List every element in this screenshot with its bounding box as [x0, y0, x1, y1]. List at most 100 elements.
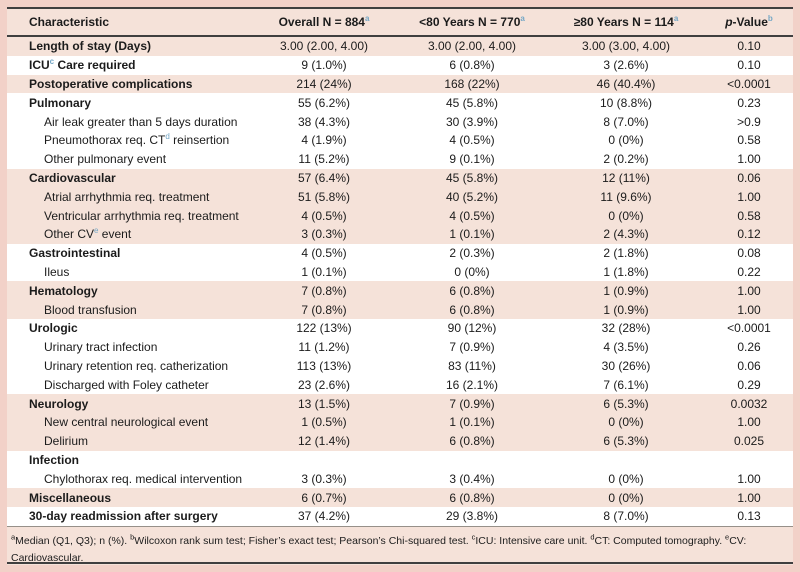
value-cell: 1.00	[737, 283, 761, 298]
value-cell: 6 (0.8%)	[449, 434, 495, 449]
value-cell: 0.0032	[730, 396, 768, 411]
value-cell: 6 (0.8%)	[449, 283, 495, 298]
value-cell: 13 (1.5%)	[297, 396, 351, 411]
value-cell: 8 (7.0%)	[603, 509, 649, 524]
value-cell: 0 (0%)	[608, 208, 644, 223]
footnote-superscript: d	[590, 532, 595, 542]
value-cell: 6 (5.3%)	[603, 434, 649, 449]
value-cell: 1.00	[737, 490, 761, 505]
table-row: Miscellaneous 6 (0.7%) 6 (0.8%) 0 (0%) 1.00	[7, 488, 793, 507]
value-cell: 4 (0.5%)	[301, 246, 347, 261]
value-cell: 7 (0.9%)	[449, 340, 495, 355]
value-cell: 0.23	[737, 95, 761, 110]
value-cell: 0.13	[737, 509, 761, 524]
table-row: 30-day readmission after surgery 37 (4.2%…	[7, 506, 793, 526]
value-cell: 8 (7.0%)	[603, 114, 649, 129]
row-label: Miscellaneous	[29, 490, 112, 505]
header-row: Characteristic Overall N = 884a <80 Years …	[7, 9, 793, 35]
value-cell: 55 (6.2%)	[297, 95, 351, 110]
value-cell: 3.00 (3.00, 4.00)	[581, 39, 671, 54]
value-cell: 2 (1.8%)	[603, 246, 649, 261]
value-cell: 7 (6.1%)	[603, 377, 649, 392]
value-cell: 6 (0.8%)	[449, 302, 495, 317]
row-label: Other CVe event	[44, 227, 132, 242]
value-cell: 3.00 (2.00, 4.00)	[279, 39, 369, 54]
table-row: Hematology 7 (0.8%) 6 (0.8%) 1 (0.9%) 1.00	[7, 281, 793, 301]
value-cell: 4 (0.5%)	[449, 133, 495, 148]
table-row: Air leak greater than 5 days duration 38 …	[7, 112, 793, 131]
header-superscript: a	[673, 15, 679, 23]
value-cell: 4 (3.5%)	[603, 340, 649, 355]
value-cell: 1 (0.9%)	[603, 302, 649, 317]
value-cell: 0 (0%)	[608, 490, 644, 505]
value-cell: 0.10	[737, 58, 761, 73]
value-cell: 45 (5.8%)	[445, 170, 499, 185]
value-cell: 1.00	[737, 415, 761, 430]
value-cell: 1 (0.5%)	[301, 415, 347, 430]
value-cell: 6 (0.8%)	[449, 58, 495, 73]
table-row: Other CVe event 3 (0.3%) 1 (0.1%) 2 (4.3%) 0…	[7, 224, 793, 244]
value-cell: 0.06	[737, 170, 761, 185]
row-label: Gastrointestinal	[29, 246, 121, 261]
header-superscript: b	[767, 15, 773, 23]
value-cell: 46 (40.4%)	[596, 76, 656, 91]
value-cell: 57 (6.4%)	[297, 170, 351, 185]
row-label: Pulmonary	[29, 95, 92, 110]
value-cell: 37 (4.2%)	[297, 509, 351, 524]
value-cell: <0.0001	[727, 321, 771, 336]
table-row: Pulmonary 55 (6.2%) 45 (5.8%) 10 (8.8%) 0.23	[7, 93, 793, 113]
table-row: Chylothorax req. medical intervention 3 (…	[7, 469, 793, 489]
value-cell: 1.00	[737, 189, 761, 204]
column-header: Overall N = 884a	[278, 15, 370, 29]
row-label: Discharged with Foley catheter	[44, 377, 209, 392]
row-label: Postoperative complications	[29, 76, 193, 91]
value-cell: 12 (1.4%)	[297, 434, 351, 449]
value-cell: 3.00 (2.00, 4.00)	[427, 39, 517, 54]
label-superscript: c	[49, 58, 55, 67]
row-label: Other pulmonary event	[44, 152, 167, 167]
row-label: Pneumothorax req. CTd reinsertion	[44, 133, 230, 148]
column-header: <80 Years N = 770a	[419, 15, 525, 29]
value-cell: 3 (2.6%)	[603, 58, 649, 73]
value-cell: 9 (1.0%)	[301, 58, 347, 73]
value-cell: 7 (0.8%)	[301, 283, 347, 298]
value-cell: 10 (8.8%)	[599, 95, 653, 110]
value-cell: 0 (0%)	[608, 471, 644, 486]
value-cell: 1.00	[737, 152, 761, 167]
row-label: Ventricular arrhythmia req. treatment	[44, 208, 239, 223]
table-body: Length of stay (Days) 3.00 (2.00, 4.00) 3.…	[7, 37, 793, 526]
value-cell: 0.58	[737, 208, 761, 223]
header-superscript: a	[520, 15, 525, 23]
table-row: Postoperative complications 214 (24%) 168 …	[7, 74, 793, 94]
table-row: New central neurological event 1 (0.5%) 1 …	[7, 412, 793, 432]
row-label: Chylothorax req. medical intervention	[44, 471, 243, 486]
footnote-superscript: c	[471, 532, 476, 542]
row-label: Atrial arrhythmia req. treatment	[44, 189, 210, 204]
table-row: Pneumothorax req. CTd reinsertion 4 (1.9%…	[7, 130, 793, 150]
value-cell: 7 (0.8%)	[301, 302, 347, 317]
row-label: Air leak greater than 5 days duration	[44, 114, 238, 129]
row-label: Urinary tract infection	[44, 340, 158, 355]
value-cell: 11 (9.6%)	[600, 189, 652, 204]
row-label: ICUc Care required	[29, 58, 136, 73]
value-cell: 30 (26%)	[601, 358, 651, 373]
table-bottom-divider	[7, 525, 793, 527]
header-rule-divider	[7, 35, 793, 37]
value-cell: 29 (3.8%)	[445, 509, 499, 524]
value-cell: 0.58	[737, 133, 761, 148]
table-row: ICUc Care required 9 (1.0%) 6 (0.8%) 3 (2.6…	[7, 55, 793, 75]
value-cell: 11 (5.2%)	[298, 152, 350, 167]
value-cell: 2 (0.3%)	[449, 246, 495, 261]
row-label: Urinary retention req. catherization	[44, 358, 229, 373]
value-cell: 1 (0.1%)	[301, 264, 347, 279]
table-row: Length of stay (Days) 3.00 (2.00, 4.00) 3.…	[7, 37, 793, 56]
value-cell: 6 (0.7%)	[301, 490, 347, 505]
table-row: Ileus 1 (0.1%) 0 (0%) 1 (1.8%) 0.22	[7, 262, 793, 282]
value-cell: 3 (0.3%)	[301, 471, 347, 486]
label-superscript: d	[165, 133, 170, 142]
value-cell: 0.12	[737, 227, 761, 242]
value-cell: >0.9	[737, 114, 761, 129]
row-label: Ileus	[44, 264, 70, 279]
column-header: Characteristic	[29, 15, 110, 29]
